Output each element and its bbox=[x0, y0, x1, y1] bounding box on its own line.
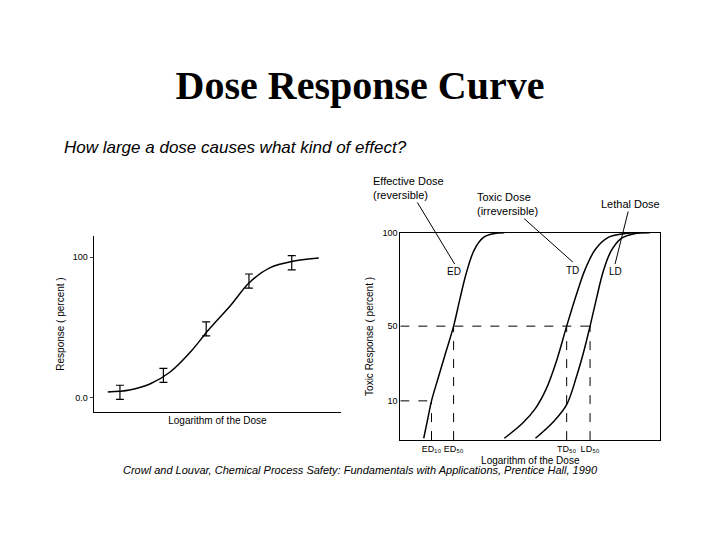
svg-text:ED: ED bbox=[447, 266, 461, 277]
svg-text:TD₅₀: TD₅₀ bbox=[557, 444, 577, 454]
svg-text:Toxic Dose(irreversible): Toxic Dose(irreversible) bbox=[477, 191, 538, 217]
svg-text:50: 50 bbox=[388, 321, 398, 331]
svg-text:TD: TD bbox=[566, 265, 579, 276]
svg-text:LD: LD bbox=[609, 266, 622, 277]
svg-text:100: 100 bbox=[382, 228, 397, 238]
svg-text:ED₁₀: ED₁₀ bbox=[422, 444, 442, 454]
svg-text:How large a dose causes what k: How large a dose causes what kind of eff… bbox=[64, 138, 407, 157]
svg-text:Lethal Dose: Lethal Dose bbox=[601, 198, 660, 210]
svg-text:Toxic Response ( percent ): Toxic Response ( percent ) bbox=[364, 277, 375, 396]
svg-text:Logarithm of the Dose: Logarithm of the Dose bbox=[481, 455, 580, 466]
svg-text:Response ( percent ): Response ( percent ) bbox=[55, 277, 66, 370]
svg-text:LD₅₀: LD₅₀ bbox=[581, 444, 600, 454]
svg-text:ED₅₀: ED₅₀ bbox=[444, 444, 464, 454]
svg-text:100: 100 bbox=[73, 252, 88, 262]
svg-text:Logarithm of the Dose: Logarithm of the Dose bbox=[168, 415, 267, 426]
svg-text:10: 10 bbox=[388, 396, 398, 406]
svg-text:Effective Dose(reversible): Effective Dose(reversible) bbox=[373, 175, 444, 201]
svg-text:Dose Response Curve: Dose Response Curve bbox=[176, 63, 545, 108]
svg-text:0.0: 0.0 bbox=[75, 393, 88, 403]
svg-text:Crowl and Louvar, Chemical Pro: Crowl and Louvar, Chemical Process Safet… bbox=[123, 464, 598, 476]
